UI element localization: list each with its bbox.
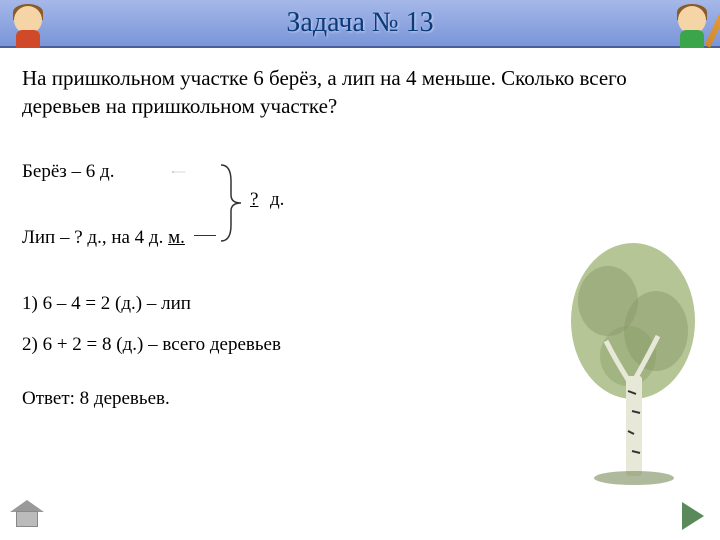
arrow-icon <box>142 171 214 173</box>
next-arrow-icon <box>682 502 704 530</box>
header-bar: Задача № 13 <box>0 0 720 48</box>
question-unit: д. <box>270 189 284 211</box>
given-line-2-underline: м. <box>168 227 185 248</box>
home-button[interactable] <box>10 500 44 530</box>
content-area: На пришкольном участке 6 берёз, а лип на… <box>0 48 720 540</box>
page-title: Задача № 13 <box>286 7 433 39</box>
birch-tree-icon <box>558 236 708 486</box>
home-icon <box>10 500 44 530</box>
mascot-girl-icon <box>670 2 714 46</box>
given-line-2-text: Лип – ? д., на 4 д. <box>22 227 168 248</box>
question-mark: ? <box>250 189 258 211</box>
next-button[interactable] <box>676 502 710 530</box>
given-line-1: Берёз – 6 д. <box>22 161 114 183</box>
connector-line <box>194 235 216 237</box>
mascot-boy-icon <box>6 2 50 46</box>
given-line-2: Лип – ? д., на 4 д. м. <box>22 227 185 249</box>
curly-bracket-icon <box>217 163 245 243</box>
problem-statement: На пришкольном участке 6 берёз, а лип на… <box>22 64 698 121</box>
